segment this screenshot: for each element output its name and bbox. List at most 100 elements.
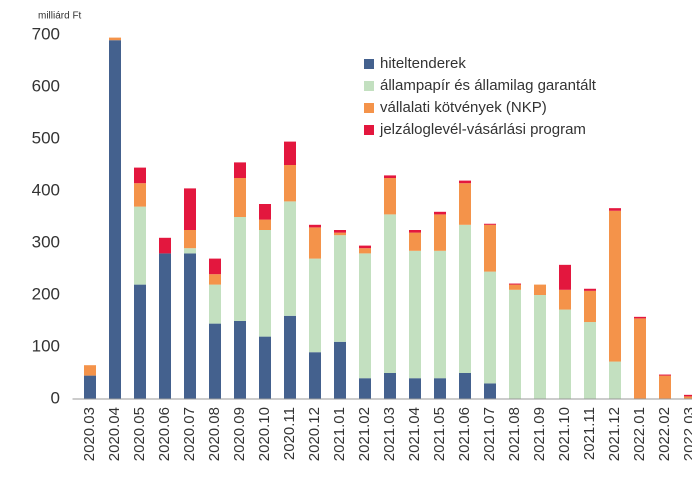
legend-label: hiteltenderek xyxy=(380,55,466,72)
y-tick-label: 300 xyxy=(32,232,60,251)
bar-segment xyxy=(484,271,496,384)
bar-segment xyxy=(434,250,446,379)
bar-segment xyxy=(309,227,321,259)
bar-segment xyxy=(459,183,471,225)
bar-segment xyxy=(359,248,371,254)
bar-segment xyxy=(459,224,471,373)
bar-segment xyxy=(409,232,421,251)
bar-segment xyxy=(384,175,396,178)
bar-segment xyxy=(634,318,646,399)
bar-segment xyxy=(459,373,471,399)
x-tick-label: 2020.03 xyxy=(81,407,98,461)
x-tick-label: 2020.10 xyxy=(256,407,273,461)
bar-segment xyxy=(609,361,621,399)
bar-segment xyxy=(259,219,271,230)
bar-segment xyxy=(209,284,221,324)
legend-swatch xyxy=(364,59,374,69)
legend-label: vállalati kötvények (NKP) xyxy=(380,99,547,116)
x-tick-label: 2021.11 xyxy=(581,407,598,460)
x-tick-label: 2021.09 xyxy=(531,407,548,461)
bar-segment xyxy=(434,211,446,215)
bar-segment xyxy=(384,373,396,399)
bar-segment xyxy=(284,165,296,202)
bar-segment xyxy=(384,214,396,373)
x-tick-label: 2020.09 xyxy=(231,407,248,461)
bar-segment xyxy=(359,378,371,399)
bar-segment xyxy=(484,383,496,399)
x-tick-label: 2020.11 xyxy=(281,407,298,460)
bar-segment xyxy=(409,378,421,399)
x-tick-label: 2021.02 xyxy=(356,407,373,461)
bar-segment xyxy=(559,289,571,310)
bar-segment xyxy=(134,206,146,285)
bar-segment xyxy=(209,258,221,275)
bar-segment xyxy=(159,237,171,254)
y-tick-label: 400 xyxy=(32,180,60,199)
bar-segment xyxy=(259,204,271,220)
bar-segment xyxy=(109,40,121,399)
bar-segment xyxy=(84,365,96,376)
bar-segment xyxy=(434,214,446,251)
bar-segment xyxy=(334,230,346,233)
bar-segment xyxy=(259,230,271,337)
x-tick-label: 2021.01 xyxy=(331,407,348,461)
bar-segment xyxy=(84,375,96,399)
bar-segment xyxy=(184,253,196,399)
bar-segment xyxy=(134,284,146,399)
bar-segment xyxy=(409,230,421,233)
bar-segment xyxy=(284,141,296,165)
bar-segment xyxy=(559,309,571,399)
bar-segment xyxy=(134,167,146,184)
bar-segment xyxy=(509,284,521,290)
x-tick-label: 2020.06 xyxy=(156,407,173,461)
bar-segment xyxy=(684,394,692,397)
legend-swatch xyxy=(364,81,374,91)
y-tick-label: 500 xyxy=(32,128,60,147)
legend-label: jelzáloglevél-vásárlási program xyxy=(379,121,586,138)
bar-segment xyxy=(484,224,496,272)
x-tick-label: 2020.05 xyxy=(131,407,148,461)
x-tick-label: 2020.12 xyxy=(306,407,323,461)
bar-segment xyxy=(109,37,121,41)
y-tick-label: 100 xyxy=(32,336,60,355)
legend-swatch xyxy=(364,125,374,135)
x-tick-label: 2021.05 xyxy=(431,407,448,461)
bar-segment xyxy=(159,253,171,399)
bar-segment xyxy=(584,290,596,323)
bar-segment xyxy=(609,208,621,211)
bar-segment xyxy=(584,322,596,399)
y-tick-label: 600 xyxy=(32,76,60,95)
bar-segment xyxy=(234,321,246,399)
x-tick-label: 2022.01 xyxy=(631,407,648,461)
bar-segment xyxy=(209,323,221,399)
x-tick-label: 2021.03 xyxy=(381,407,398,461)
legend-swatch xyxy=(364,103,374,113)
bar-segment xyxy=(609,210,621,362)
bar-segment xyxy=(334,232,346,236)
bar-segment xyxy=(184,248,196,254)
x-tick-label: 2021.10 xyxy=(556,407,573,461)
bar-segment xyxy=(284,201,296,316)
x-tick-label: 2021.08 xyxy=(506,407,523,461)
bar-segment xyxy=(509,283,521,285)
y-tick-label: 0 xyxy=(51,388,60,407)
bar-segment xyxy=(534,295,546,399)
bar-segment xyxy=(384,178,396,215)
x-tick-label: 2022.02 xyxy=(656,407,673,461)
bar-segment xyxy=(659,374,671,376)
bar-segment xyxy=(309,352,321,399)
bar-segment xyxy=(184,230,196,249)
bar-segment xyxy=(184,188,196,230)
bar-segment xyxy=(234,217,246,321)
bar-segment xyxy=(134,183,146,207)
bar-segment xyxy=(234,162,246,178)
y-axis-unit: milliárd Ft xyxy=(38,11,82,22)
x-tick-label: 2021.07 xyxy=(481,407,498,461)
y-tick-label: 200 xyxy=(32,284,60,303)
bar-segment xyxy=(359,245,371,249)
bar-segment xyxy=(409,250,421,379)
x-tick-label: 2021.12 xyxy=(606,407,623,461)
bar-segment xyxy=(284,315,296,399)
x-tick-label: 2021.04 xyxy=(406,407,423,461)
